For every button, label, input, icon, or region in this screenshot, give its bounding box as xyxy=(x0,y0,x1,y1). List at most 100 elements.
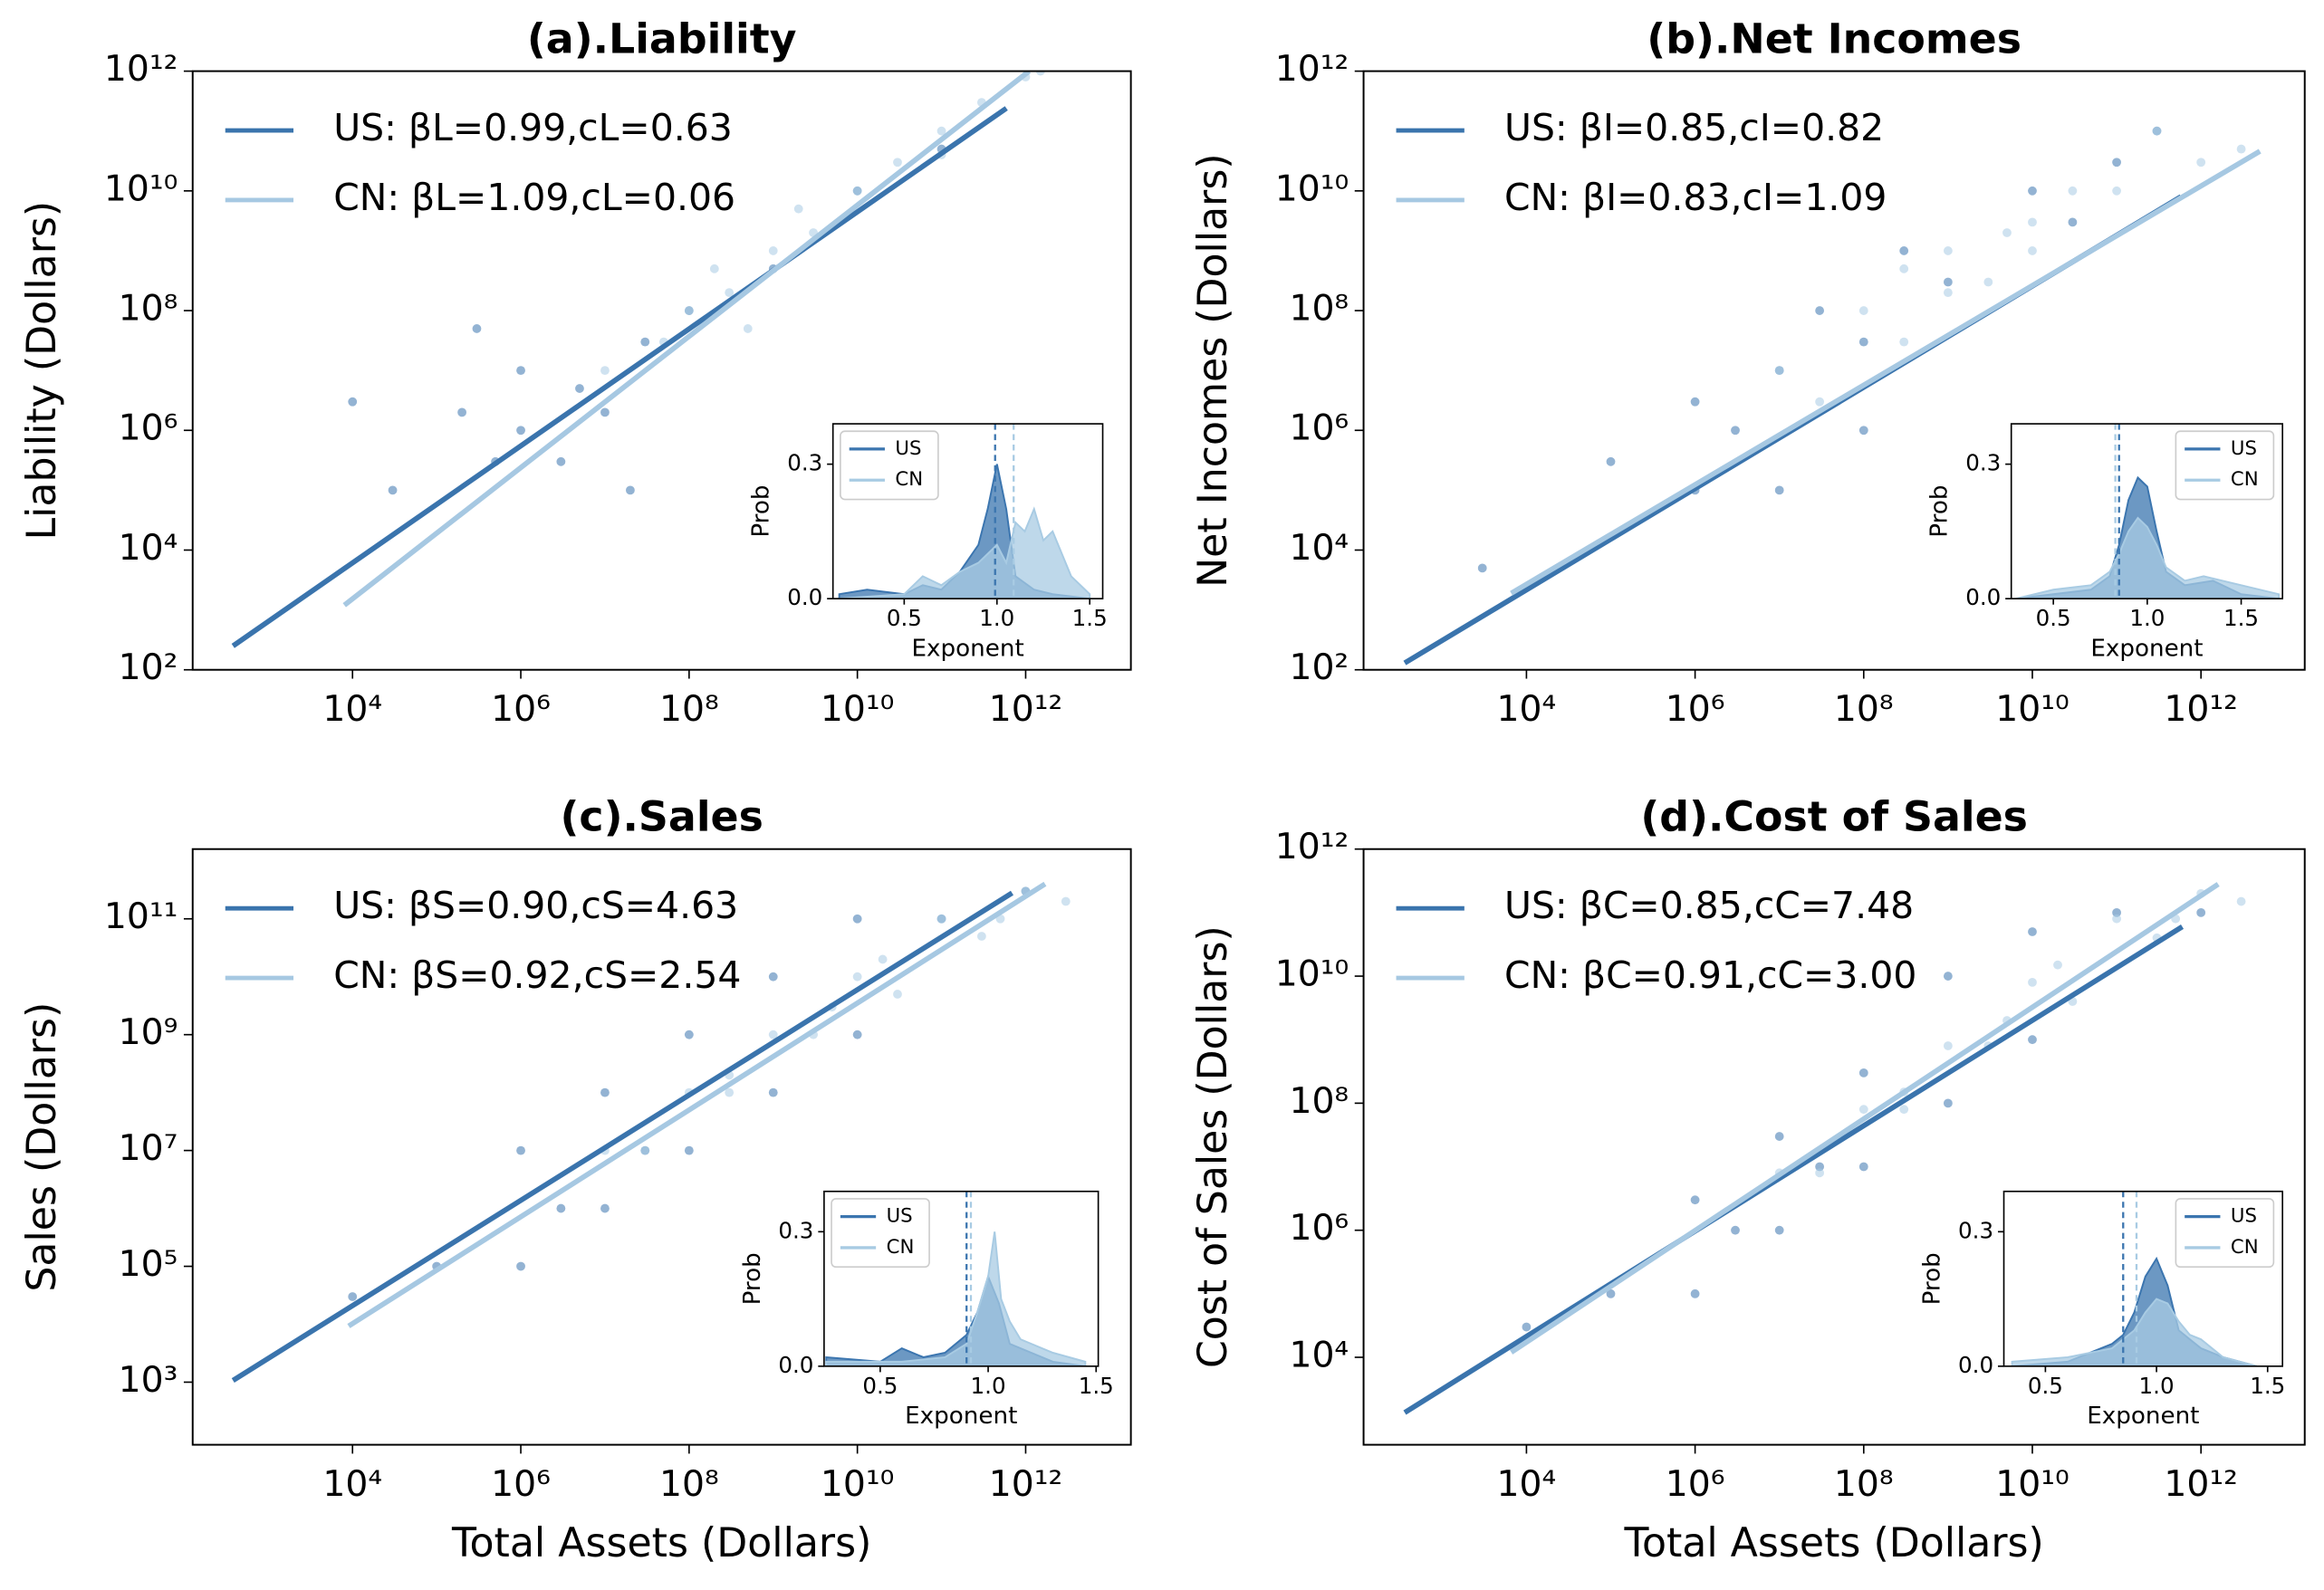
x-tick-label: 10¹² xyxy=(989,689,1062,730)
point xyxy=(1943,288,1953,298)
point xyxy=(600,366,610,376)
x-tick-label: 0.5 xyxy=(2036,605,2071,631)
fit-line xyxy=(347,881,1047,1328)
x-tick-label: 10⁶ xyxy=(491,689,551,730)
y-tick-label: 10¹² xyxy=(1275,827,1349,867)
point xyxy=(852,186,862,196)
point xyxy=(600,1087,610,1097)
legend-label: US xyxy=(887,1205,913,1228)
x-tick-label: 1.5 xyxy=(2223,605,2259,631)
point xyxy=(625,485,635,495)
point xyxy=(893,158,902,168)
point xyxy=(1943,246,1953,255)
point xyxy=(1899,263,1909,273)
fit-line xyxy=(342,71,1032,608)
point xyxy=(1774,485,1784,495)
density-area xyxy=(839,506,1091,599)
point xyxy=(1690,1195,1700,1205)
y-tick-label: 10⁴ xyxy=(119,528,178,569)
point xyxy=(600,1203,610,1213)
point xyxy=(936,914,946,924)
x-tick-label: 10¹² xyxy=(2164,1464,2237,1505)
density-area xyxy=(2015,516,2281,599)
legend-label: US: βC=0.85,cC=7.48 xyxy=(1504,884,1914,927)
x-tick-label: 10⁸ xyxy=(659,689,719,730)
x-tick-label: 10¹⁰ xyxy=(1995,1464,2069,1505)
point xyxy=(640,1145,650,1155)
point xyxy=(1690,1288,1700,1298)
legend-label: CN xyxy=(2231,468,2259,491)
x-tick-label: 10⁸ xyxy=(659,1464,719,1505)
chart-title: (d).Cost of Sales xyxy=(1640,792,2028,841)
y-axis-label: Sales (Dollars) xyxy=(19,1002,65,1292)
point xyxy=(516,1145,525,1155)
axes-frame xyxy=(1362,70,2306,671)
point xyxy=(1731,426,1740,436)
y-tick-label: 0.0 xyxy=(787,584,822,610)
chart-title: (a).Liability xyxy=(527,14,797,62)
x-tick-label: 10⁶ xyxy=(491,1464,551,1505)
x-tick-label: 1.0 xyxy=(2139,1373,2175,1399)
point xyxy=(1899,246,1909,255)
density-area xyxy=(825,1231,1087,1366)
y-tick-label: 10¹² xyxy=(1275,49,1349,90)
point xyxy=(852,972,862,982)
point xyxy=(684,306,694,315)
point xyxy=(1477,563,1487,573)
y-axis-label: Cost of Sales (Dollars) xyxy=(1190,925,1236,1368)
x-tick-label: 0.5 xyxy=(887,605,922,631)
y-axis-label: Liability (Dollars) xyxy=(19,201,65,541)
point xyxy=(2152,126,2162,136)
x-tick-label: 10⁶ xyxy=(1666,689,1725,730)
y-tick-label: 10¹² xyxy=(104,49,178,90)
point xyxy=(388,485,398,495)
y-tick-label: 0.3 xyxy=(787,450,822,476)
axes-frame xyxy=(191,848,1132,1446)
point xyxy=(768,972,778,982)
inset-frame xyxy=(823,1190,1100,1367)
legend-label: US xyxy=(895,437,921,460)
y-tick-label: 10⁶ xyxy=(1289,408,1349,449)
y-tick-label: 0.0 xyxy=(1965,584,2001,610)
y-tick-label: 10² xyxy=(1289,647,1349,688)
inset-y-label: Prob xyxy=(748,485,775,538)
y-tick-label: 10⁸ xyxy=(1289,289,1349,330)
x-tick-label: 1.5 xyxy=(1072,605,1108,631)
legend-label: CN xyxy=(2231,1236,2259,1259)
legend-label: US xyxy=(2231,437,2257,460)
y-axis-label: Net Incomes (Dollars) xyxy=(1190,153,1236,587)
point xyxy=(1774,1132,1784,1141)
x-tick-label: 10⁶ xyxy=(1666,1464,1725,1505)
inset-y-label: Prob xyxy=(1926,485,1954,538)
x-tick-label: 10¹⁰ xyxy=(821,1464,894,1505)
x-tick-label: 10¹⁰ xyxy=(1995,689,2069,730)
inset-x-label: Exponent xyxy=(905,1403,1017,1430)
point xyxy=(878,954,888,964)
x-tick-label: 0.5 xyxy=(2028,1373,2063,1399)
point xyxy=(2196,907,2206,917)
plot-area xyxy=(231,881,1071,1384)
legend-label: CN: βS=0.92,cS=2.54 xyxy=(333,953,741,997)
point xyxy=(1731,1225,1740,1235)
x-tick-label: 10⁸ xyxy=(1834,1464,1894,1505)
y-tick-label: 0.0 xyxy=(778,1352,813,1378)
x-tick-label: 10⁸ xyxy=(1834,689,1894,730)
inset-plot xyxy=(825,1191,1087,1366)
y-tick-label: 10⁹ xyxy=(119,1012,178,1053)
inset-plot xyxy=(2011,1191,2257,1366)
x-tick-label: 0.5 xyxy=(862,1373,898,1399)
plot-area xyxy=(1403,882,2246,1415)
point xyxy=(1858,1162,1868,1172)
point xyxy=(2028,217,2037,227)
point xyxy=(516,426,525,436)
x-tick-label: 1.5 xyxy=(2250,1373,2285,1399)
y-tick-label: 10⁷ xyxy=(119,1128,178,1169)
point xyxy=(1606,1288,1616,1298)
y-tick-label: 0.3 xyxy=(1958,1217,1993,1243)
inset-legend-box xyxy=(2175,430,2275,501)
point xyxy=(1522,1322,1532,1332)
point xyxy=(725,288,735,298)
point xyxy=(936,126,946,136)
legend-label: US: βL=0.99,cL=0.63 xyxy=(333,106,733,149)
